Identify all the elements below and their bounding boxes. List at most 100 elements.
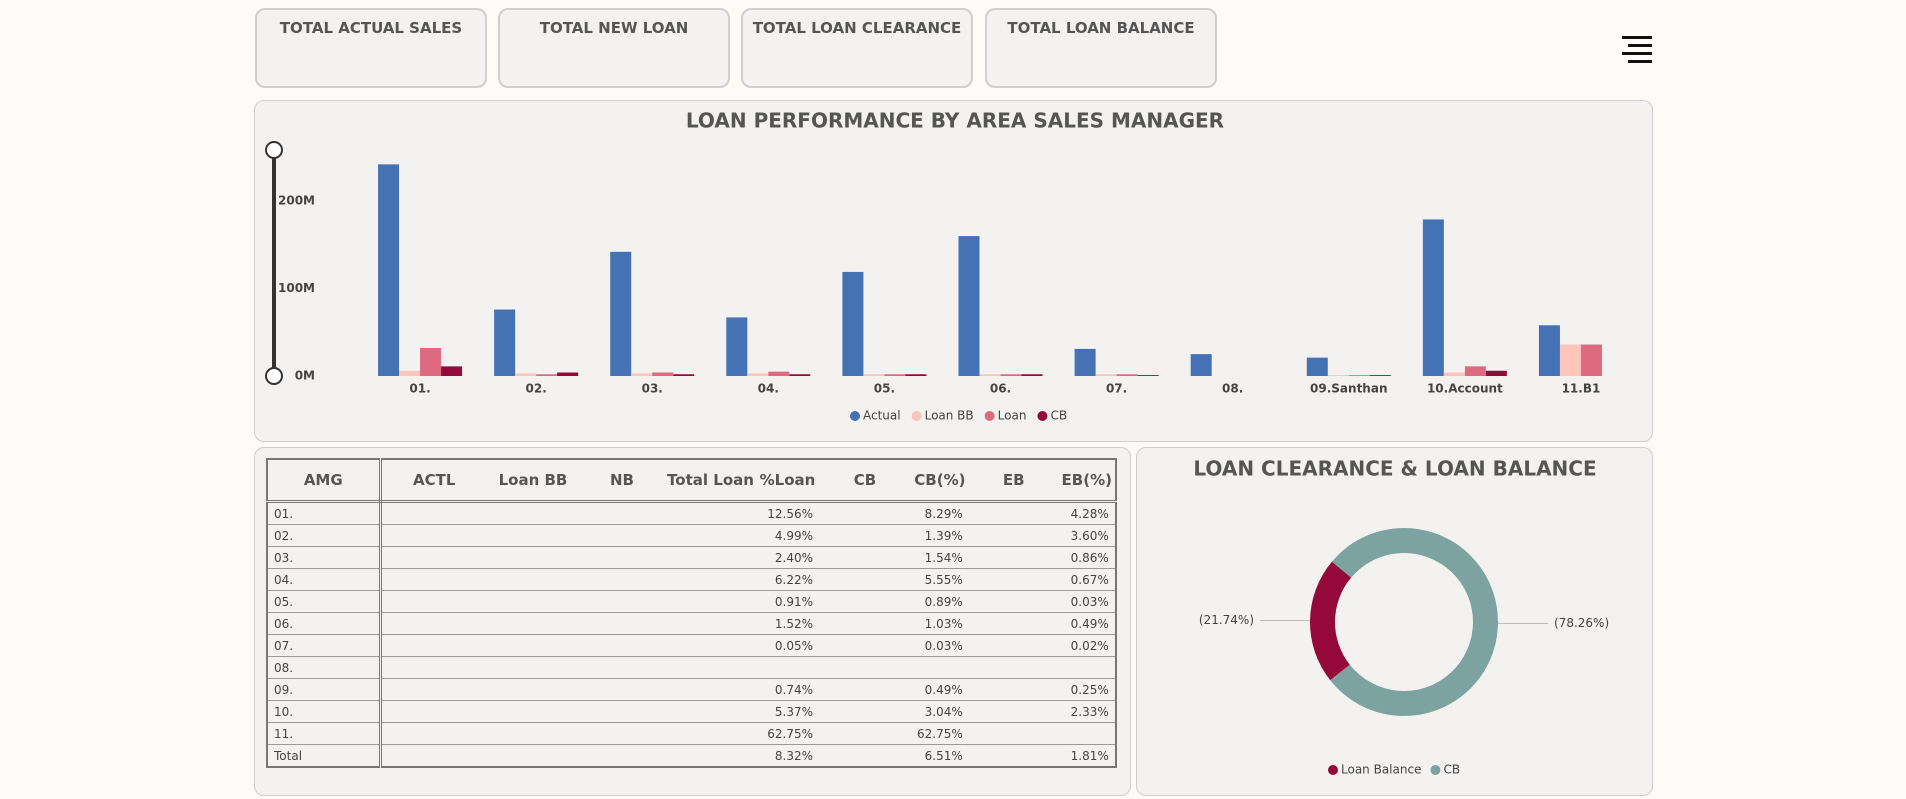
table-cell [487,745,579,768]
x-tick-label: 09.Santhan [1310,382,1387,396]
table-cell: 12.56% [756,502,819,525]
table-cell [819,701,911,723]
y-tick-label: 100M [278,281,315,295]
table-cell [579,679,665,701]
table-cell [665,502,756,525]
table-cell [969,502,1059,525]
bar [789,374,810,376]
table-cell: 2.33% [1059,701,1116,723]
kpi-card[interactable]: TOTAL NEW LOAN [498,8,730,88]
table-cell [380,679,487,701]
table-cell: 0.02% [1059,635,1116,657]
table-cell [1059,723,1116,745]
bar [378,164,399,376]
table-cell: 1.81% [1059,745,1116,768]
donut-chart: LOAN CLEARANCE & LOAN BALANCE (21.74%)(7… [1137,448,1652,795]
table-cell [579,569,665,591]
y-tick-label: 200M [278,194,315,208]
bar [842,272,863,376]
bar [1138,375,1159,376]
kpi-card[interactable]: TOTAL LOAN BALANCE [985,8,1217,88]
card-title: TOTAL NEW LOAN [540,19,689,37]
legend-marker [1328,765,1338,775]
legend-marker [1037,411,1047,421]
x-tick-label: 07. [1106,382,1127,396]
bar [1465,366,1486,376]
table-cell: 0.74% [756,679,819,701]
table-cell: 0.67% [1059,569,1116,591]
table-cell [819,502,911,525]
x-tick-label: 06. [990,382,1011,396]
table-cell [665,701,756,723]
table-cell [819,745,911,768]
table-cell [969,723,1059,745]
table-cell [579,657,665,679]
column-header: AMG [267,459,380,502]
table-cell: 11. [267,723,380,745]
table-cell [380,613,487,635]
table-cell: 02. [267,525,380,547]
slider-handle[interactable] [266,142,282,158]
table-cell [579,502,665,525]
table-cell [819,525,911,547]
table-cell: 0.25% [1059,679,1116,701]
table-row: 02.4.99%1.39%3.60% [267,525,1116,547]
bar [1349,375,1370,376]
table-row: 04.6.22%5.55%0.67% [267,569,1116,591]
table-cell: 0.49% [911,679,969,701]
x-tick-label: 02. [526,382,547,396]
table-row: 11.62.75%62.75% [267,723,1116,745]
table-cell [579,547,665,569]
bar [673,374,694,376]
legend-marker [985,411,995,421]
column-header: EB(%) [1059,459,1116,502]
table-cell: 0.03% [1059,591,1116,613]
column-header: NB [579,459,665,502]
data-label: (78.26%) [1554,616,1609,630]
table-cell [819,613,911,635]
table-cell [380,525,487,547]
bar [1539,325,1560,376]
table-cell: 5.55% [911,569,969,591]
table-cell [579,525,665,547]
column-header: %Loan [756,459,819,502]
slider-handle[interactable] [266,368,282,384]
table-cell: 03. [267,547,380,569]
kpi-card[interactable]: TOTAL LOAN CLEARANCE [741,8,973,88]
legend-label: Loan [998,409,1027,423]
table-cell: 0.03% [911,635,969,657]
kpi-card[interactable]: TOTAL ACTUAL SALES [255,8,487,88]
table-cell: 0.49% [1059,613,1116,635]
bar [1191,354,1212,376]
bar [747,373,768,376]
table-cell: 6.51% [911,745,969,768]
table-cell [380,569,487,591]
table-cell [819,723,911,745]
column-header: ACTL [380,459,487,502]
table-cell: 01. [267,502,380,525]
table-cell [969,701,1059,723]
table-cell [969,613,1059,635]
table-cell [911,657,969,679]
table-cell [579,635,665,657]
legend-label: Actual [863,409,901,423]
table-cell [819,591,911,613]
menu-button[interactable] [1622,36,1652,68]
table-cell [969,525,1059,547]
table-cell [969,657,1059,679]
table-cell [579,613,665,635]
table-cell: 8.29% [911,502,969,525]
table-cell [665,745,756,768]
table-cell: 5.37% [756,701,819,723]
table-cell [579,723,665,745]
bar [1328,375,1349,376]
table-cell: 1.54% [911,547,969,569]
table-cell [579,745,665,768]
legend-marker [1430,765,1440,775]
column-header: Total Loan [665,459,756,502]
table-cell [487,547,579,569]
table-cell: 0.91% [756,591,819,613]
bar [1444,373,1465,376]
